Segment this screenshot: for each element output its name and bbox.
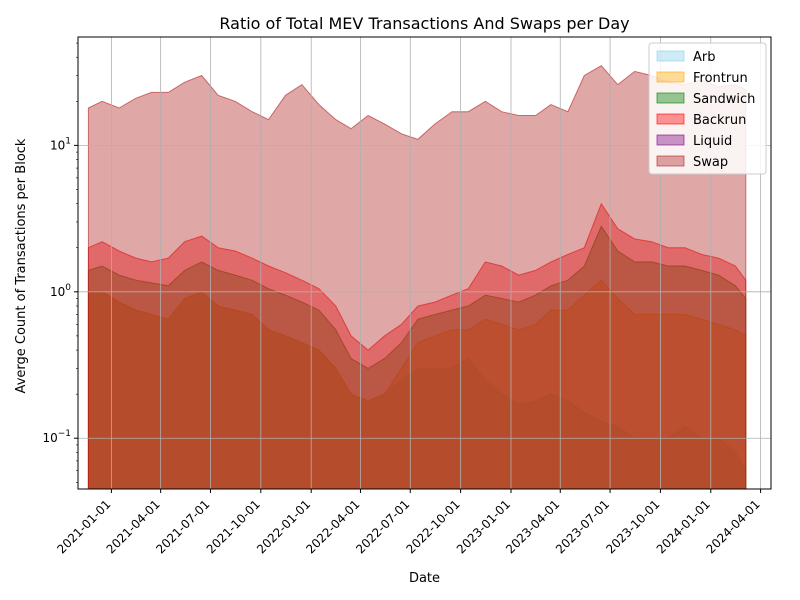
plot-area (78, 37, 771, 489)
y-tick-label: 101 (50, 136, 71, 152)
series-areas (87, 65, 747, 489)
legend-swatch-sandwich (656, 92, 685, 104)
y-tick-label: 100 (50, 283, 71, 299)
legend: Arb Frontrun Sandwich Backrun Liquid Swap (648, 42, 767, 175)
legend-label-backrun: Backrun (693, 113, 746, 128)
x-axis-title: Date (409, 571, 440, 586)
y-axis-title: Averge Count of Transactions per Block (14, 138, 29, 393)
legend-swatch-liquid (656, 134, 685, 146)
legend-swatch-arb (656, 50, 685, 62)
x-tick-label: 2024-04-01 (704, 497, 763, 556)
legend-swatch-swap (656, 155, 685, 167)
y-tick-label: 10−1 (42, 429, 71, 445)
legend-label-frontrun: Frontrun (693, 71, 748, 86)
legend-box (648, 42, 767, 175)
series-area-frontrun (87, 279, 747, 489)
series-area-swap (87, 65, 747, 489)
legend-swatch-frontrun (656, 71, 685, 83)
legend-label-arb: Arb (693, 50, 716, 65)
legend-label-swap: Swap (693, 155, 728, 170)
legend-swatch-backrun (656, 113, 685, 125)
legend-label-liquid: Liquid (693, 134, 732, 149)
series-area-backrun (87, 202, 747, 489)
plot-frame (77, 36, 772, 490)
chart-title: Ratio of Total MEV Transactions And Swap… (219, 14, 629, 33)
legend-label-sandwich: Sandwich (693, 92, 755, 107)
